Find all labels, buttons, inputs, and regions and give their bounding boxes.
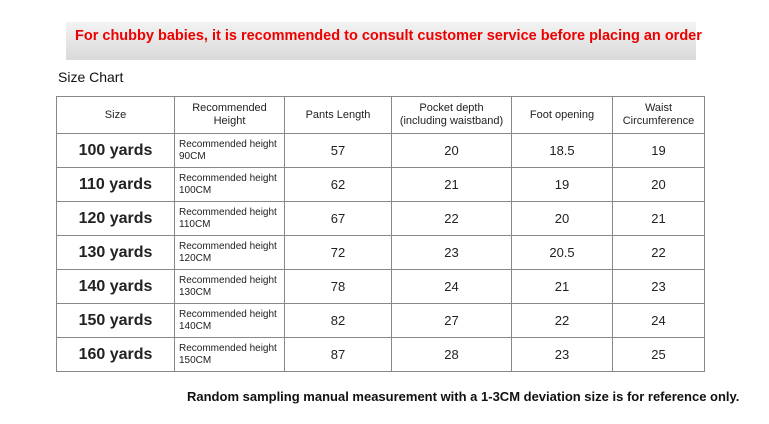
table-cell: 20 — [511, 201, 613, 236]
table-cell: 100 yards — [56, 133, 175, 168]
table-cell: 78 — [284, 269, 392, 304]
table-cell: 130 yards — [56, 235, 175, 270]
header-cell: Waist Circumference — [612, 96, 705, 134]
banner-text: For chubby babies, it is recommended to … — [75, 28, 702, 44]
table-cell: Recommended height 100CM — [174, 167, 285, 202]
table-cell: Recommended height 130CM — [174, 269, 285, 304]
table-cell: 23 — [391, 235, 512, 270]
table-body: 100 yards Recommended height 90CM 57 20 18.5… — [56, 133, 705, 372]
table-cell: 23 — [612, 269, 705, 304]
table-row: 100 yards Recommended height 90CM 57 20 18.5… — [56, 133, 705, 168]
table-cell: 19 — [511, 167, 613, 202]
table-cell: 82 — [284, 303, 392, 338]
table-cell: 62 — [284, 167, 392, 202]
table-cell: Recommended height 120CM — [174, 235, 285, 270]
note: Random sampling manual measurement with … — [187, 389, 740, 404]
table-cell: 24 — [391, 269, 512, 304]
table-cell: 22 — [511, 303, 613, 338]
table-row: 160 yards Recommended height 150CM 87 28 23 2… — [56, 337, 705, 372]
table-cell: 87 — [284, 337, 392, 372]
header-cell: Foot opening — [511, 96, 613, 134]
table-cell: 110 yards — [56, 167, 175, 202]
table-cell: 27 — [391, 303, 512, 338]
table-cell: 23 — [511, 337, 613, 372]
table-row: 130 yards Recommended height 120CM 72 23 20.… — [56, 235, 705, 270]
table-cell: 24 — [612, 303, 705, 338]
table-row: 120 yards Recommended height 110CM 67 22 20 2… — [56, 201, 705, 236]
table-cell: 21 — [511, 269, 613, 304]
table-cell: Recommended height 90CM — [174, 133, 285, 168]
table-cell: 22 — [391, 201, 512, 236]
table-cell: 140 yards — [56, 269, 175, 304]
table-row: 150 yards Recommended height 140CM 82 27 22 2… — [56, 303, 705, 338]
table-cell: Recommended height 140CM — [174, 303, 285, 338]
table-cell: 20.5 — [511, 235, 613, 270]
size-table: Size Recommended Height Pants Length Pocket… — [56, 96, 705, 372]
header-cell: Pants Length — [284, 96, 392, 134]
header-cell: Pocket depth (including waistband) — [391, 96, 512, 134]
table-cell: 19 — [612, 133, 705, 168]
table-cell: 150 yards — [56, 303, 175, 338]
table-cell: 67 — [284, 201, 392, 236]
table-cell: 20 — [612, 167, 705, 202]
header-row: Size Recommended Height Pants Length Pocket… — [56, 96, 705, 134]
table-row: 140 yards Recommended height 130CM 78 24 21 2… — [56, 269, 705, 304]
table-cell: Recommended height 150CM — [174, 337, 285, 372]
table-cell: 28 — [391, 337, 512, 372]
banner: For chubby babies, it is recommended to … — [66, 22, 702, 60]
table-cell: 22 — [612, 235, 705, 270]
table-cell: 25 — [612, 337, 705, 372]
table-cell: 57 — [284, 133, 392, 168]
table-cell: 20 — [391, 133, 512, 168]
table-cell: 18.5 — [511, 133, 613, 168]
header-cell: Size — [56, 96, 175, 134]
header-cell: Recommended Height — [174, 96, 285, 134]
table-cell: 72 — [284, 235, 392, 270]
table-cell: 21 — [391, 167, 512, 202]
table-cell: 120 yards — [56, 201, 175, 236]
heading: Size Chart — [58, 69, 124, 85]
table-row: 110 yards Recommended height 100CM 62 21 19 2… — [56, 167, 705, 202]
table-cell: Recommended height 110CM — [174, 201, 285, 236]
table-cell: 160 yards — [56, 337, 175, 372]
table-cell: 21 — [612, 201, 705, 236]
